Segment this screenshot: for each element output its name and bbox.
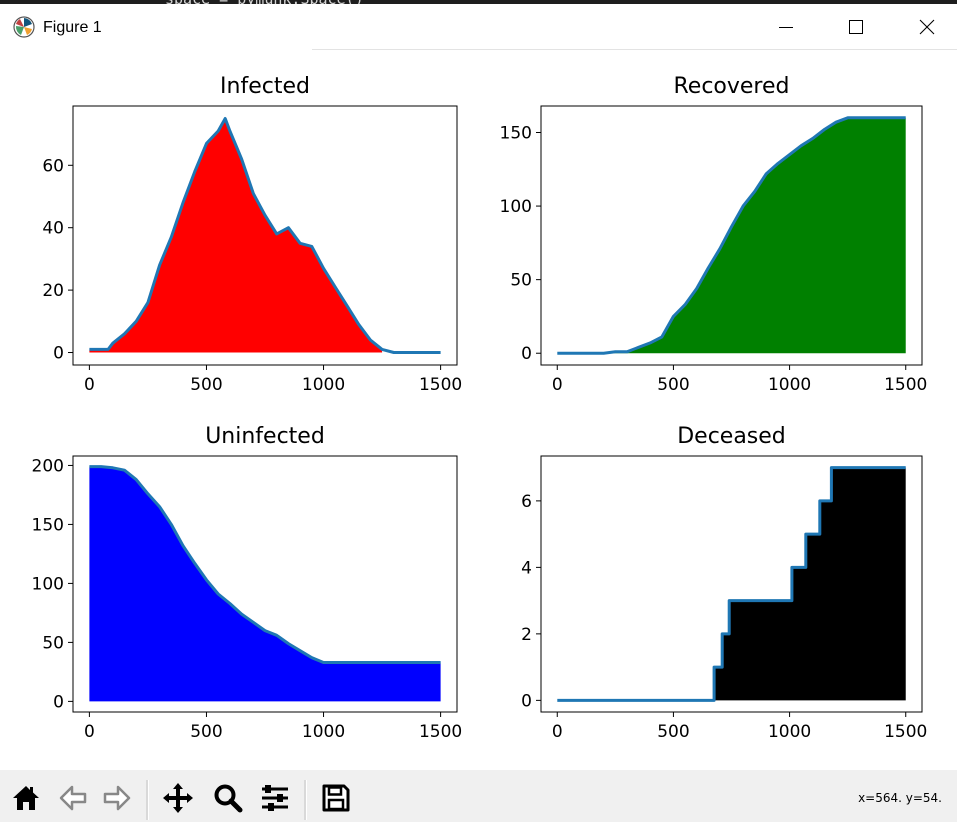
infected-ytick-label: 0 (53, 344, 64, 364)
close-icon (919, 19, 935, 35)
recovered-ytick-label: 0 (521, 344, 532, 364)
deceased-series-line (557, 466, 906, 702)
move-icon (162, 782, 194, 818)
deceased-xtick-label: 500 (657, 722, 689, 742)
uninfected-xtick-label: 1000 (302, 722, 345, 742)
uninfected-axes-frame (72, 455, 458, 713)
navigation-toolbar: x=564. y=54. (0, 770, 957, 822)
uninfected-ytick-label: 150 (32, 515, 64, 535)
infected-ytick-label: 40 (42, 219, 64, 239)
matplotlib-icon (13, 16, 35, 38)
recovered-ytick-label: 100 (500, 197, 532, 217)
infected-xtick-label: 1000 (302, 375, 345, 395)
minimize-icon (779, 20, 793, 34)
infected-axes-frame (72, 105, 458, 366)
recovered-chart-title: Recovered (673, 74, 789, 99)
deceased-ytick-label: 4 (521, 558, 532, 578)
recovered-ytick-label: 50 (510, 271, 532, 291)
uninfected-area-fill (89, 466, 441, 702)
recovered-ytick-label: 150 (500, 123, 532, 143)
minimize-button[interactable] (752, 4, 820, 50)
uninfected-ytick-label: 50 (42, 633, 64, 653)
infected-ytick-label: 20 (42, 281, 64, 301)
window-titlebar[interactable]: Figure 1 (0, 4, 957, 50)
arrow-left-icon (58, 783, 88, 817)
back-button[interactable] (55, 781, 91, 819)
deceased-ytick-label: 2 (521, 625, 532, 645)
toolbar-separator (304, 780, 307, 820)
magnifier-icon (213, 783, 243, 817)
forward-button[interactable] (99, 781, 135, 819)
infected-ytick-label: 60 (42, 156, 64, 176)
recovered-xtick-label: 500 (657, 375, 689, 395)
configure-subplots-button[interactable] (257, 781, 293, 819)
infected-area-fill (89, 118, 383, 353)
recovered-xtick-label: 1500 (884, 375, 927, 395)
uninfected-xtick-label: 1500 (419, 722, 462, 742)
uninfected-ytick-label: 200 (32, 456, 64, 476)
toolbar-separator (146, 780, 149, 820)
deceased-axes-frame (540, 455, 923, 713)
deceased-ytick-label: 0 (521, 691, 532, 711)
window-title: Figure 1 (43, 19, 102, 36)
uninfected-ytick-label: 0 (53, 692, 64, 712)
floppy-disk-icon (321, 783, 351, 817)
uninfected-xtick-label: 500 (190, 722, 222, 742)
recovered-axes-frame (540, 105, 923, 366)
close-button[interactable] (893, 4, 957, 50)
deceased-area-fill (557, 467, 906, 701)
zoom-button[interactable] (210, 781, 246, 819)
pan-button[interactable] (160, 781, 196, 819)
deceased-ytick-label: 6 (521, 492, 532, 512)
recovered-xtick-label: 1000 (768, 375, 811, 395)
uninfected-series-line (89, 465, 441, 664)
deceased-xtick-label: 1000 (768, 722, 811, 742)
home-icon (11, 783, 41, 817)
infected-series-line (89, 117, 441, 354)
recovered-series-line (557, 116, 906, 355)
deceased-xtick-label: 1500 (884, 722, 927, 742)
maximize-icon (849, 20, 863, 34)
save-button[interactable] (318, 781, 354, 819)
infected-xtick-label: 500 (190, 375, 222, 395)
figure-canvas[interactable]: 0 500 1000 1500 0 20 40 60 Infected 0 500 1000 1500 0… (0, 50, 957, 770)
uninfected-ytick-label: 100 (32, 574, 64, 594)
uninfected-xtick-label: 0 (84, 722, 95, 742)
uninfected-chart-title: Uninfected (205, 424, 325, 449)
infected-chart-title: Infected (220, 74, 310, 99)
maximize-button[interactable] (822, 4, 890, 50)
cursor-coordinates: x=564. y=54. (858, 791, 942, 805)
deceased-chart-title: Deceased (677, 424, 786, 449)
infected-xtick-label: 0 (84, 375, 95, 395)
arrow-right-icon (102, 783, 132, 817)
sliders-icon (259, 782, 291, 818)
recovered-area-fill (557, 117, 906, 354)
recovered-xtick-label: 0 (552, 375, 563, 395)
deceased-xtick-label: 0 (552, 722, 563, 742)
titlebar-divider (312, 49, 957, 50)
background-editor-strip (0, 0, 957, 4)
home-button[interactable] (8, 781, 44, 819)
infected-xtick-label: 1500 (419, 375, 462, 395)
